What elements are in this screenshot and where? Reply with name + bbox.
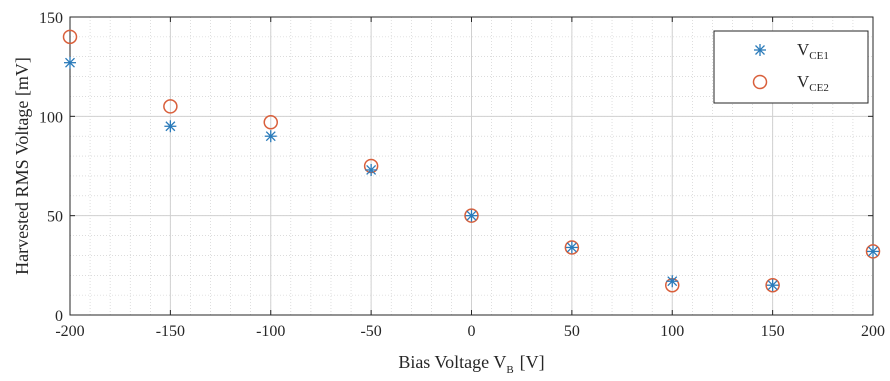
- legend-marker-ce2: [752, 74, 768, 90]
- data-point-ce2: [765, 277, 780, 293]
- legend: VCE1 VCE2: [713, 30, 869, 104]
- x-tick-label: -200: [55, 323, 84, 340]
- legend-label-ce2: VCE2: [797, 72, 829, 94]
- data-point-ce1: [365, 163, 378, 176]
- y-tick-labels: 0 50 100 150: [39, 10, 63, 325]
- x-tick-label: 50: [564, 323, 580, 340]
- data-point-ce1: [867, 245, 879, 258]
- axis-ticks: [69, 16, 874, 316]
- x-tick-label: 0: [468, 323, 476, 340]
- y-tick-label: 0: [55, 308, 63, 325]
- data-point-ce1: [565, 241, 578, 254]
- data-point-ce1: [164, 120, 177, 133]
- legend-items: VCE1 VCE2: [752, 40, 829, 94]
- legend-box: [713, 30, 869, 104]
- y-tick-label: 150: [39, 10, 63, 27]
- y-axis-label: Harvested RMS Voltage [mV]: [12, 57, 32, 275]
- y-tick-label: 50: [47, 209, 63, 226]
- x-tick-label: 150: [761, 323, 785, 340]
- x-axis-label: Bias Voltage VB [V]: [398, 352, 544, 376]
- data-point-ce2: [263, 115, 278, 130]
- legend-marker-ce1: [754, 44, 766, 56]
- x-tick-labels: -200 -150 -100 -50 0 50 100 150 200: [55, 323, 885, 340]
- x-tick-label: 100: [660, 323, 684, 340]
- data-point-ce2: [564, 240, 580, 255]
- data-points: [62, 29, 881, 293]
- x-tick-label: -100: [256, 323, 285, 340]
- legend-label-ce1: VCE1: [797, 40, 829, 62]
- data-point-ce1: [666, 275, 679, 288]
- data-point-ce2: [62, 29, 78, 45]
- x-tick-label: -50: [360, 323, 381, 340]
- data-point-ce1: [264, 130, 277, 143]
- data-point-ce1: [465, 209, 478, 222]
- data-point-ce2: [464, 208, 479, 223]
- x-tick-label: -150: [156, 323, 185, 340]
- data-point-ce2: [865, 244, 881, 259]
- data-point-ce1: [766, 279, 779, 292]
- data-point-ce1: [64, 56, 76, 69]
- data-point-ce2: [163, 99, 178, 114]
- y-tick-label: 100: [39, 109, 63, 126]
- x-tick-label: 200: [861, 323, 885, 340]
